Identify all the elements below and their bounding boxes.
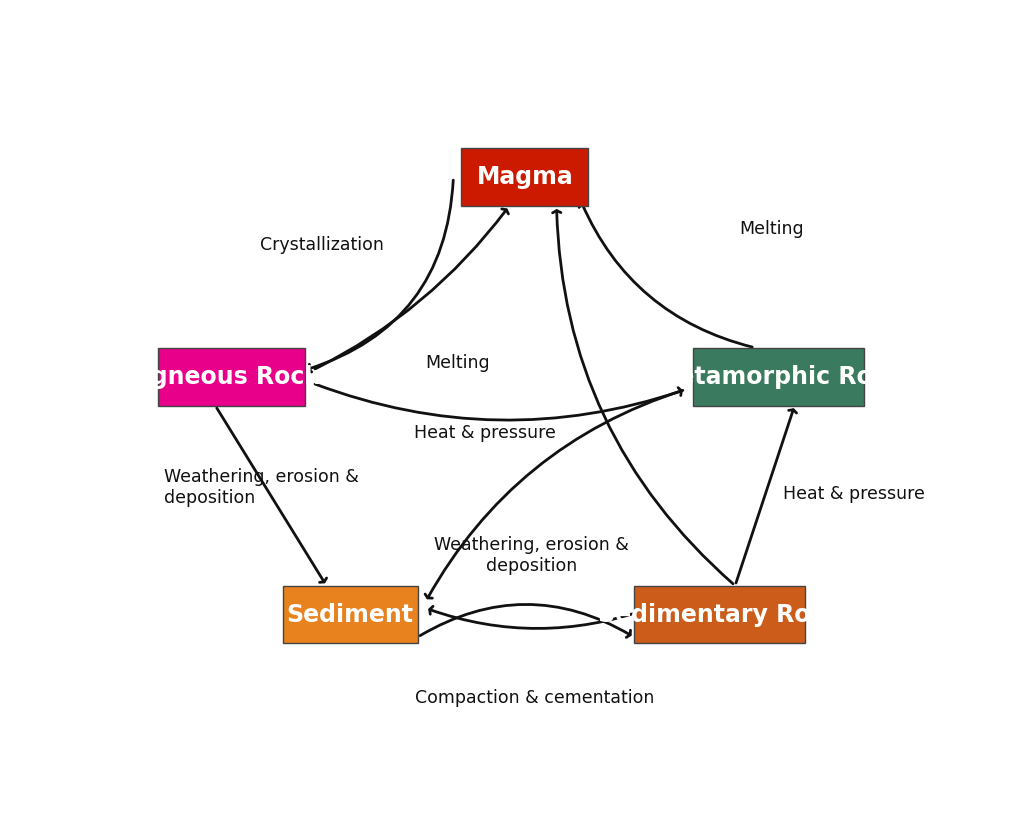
Text: Heat & pressure: Heat & pressure (414, 424, 556, 443)
Text: Heat & pressure: Heat & pressure (783, 484, 925, 503)
Text: Melting: Melting (739, 220, 804, 238)
Text: Compaction & cementation: Compaction & cementation (415, 689, 654, 707)
Text: Crystallization: Crystallization (260, 235, 384, 254)
Text: Sedimentary Rock: Sedimentary Rock (598, 603, 841, 626)
FancyBboxPatch shape (283, 585, 418, 644)
Text: Igneous Rock: Igneous Rock (142, 365, 321, 388)
FancyBboxPatch shape (158, 347, 304, 406)
FancyBboxPatch shape (634, 585, 805, 644)
Text: Weathering, erosion &
deposition: Weathering, erosion & deposition (434, 536, 629, 574)
Text: Metamorphic Rock: Metamorphic Rock (655, 365, 902, 388)
Text: Magma: Magma (476, 165, 573, 190)
FancyBboxPatch shape (461, 149, 588, 206)
Text: Melting: Melting (425, 353, 489, 372)
FancyBboxPatch shape (693, 347, 864, 406)
Text: Weathering, erosion &
deposition: Weathering, erosion & deposition (164, 468, 358, 507)
Text: Sediment: Sediment (287, 603, 414, 626)
